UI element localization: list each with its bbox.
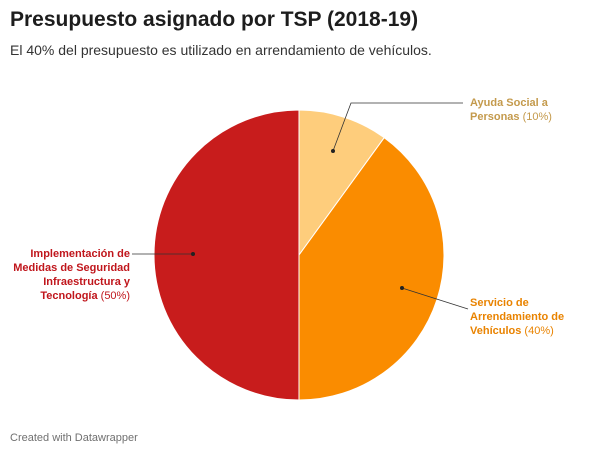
pie-slice-1[interactable]: [298, 109, 385, 257]
chart-subtitle: El 40% del presupuesto es utilizado en a…: [10, 42, 432, 58]
datawrapper-credit[interactable]: Created with Datawrapper: [10, 432, 138, 444]
slice-percent-2: (40%): [521, 325, 553, 337]
leader-line-2: [401, 287, 469, 310]
slice-label-1: Ayuda Social a Personas (10%): [470, 97, 552, 123]
pie-slice-2[interactable]: [298, 136, 445, 401]
slice-label-2: Servicio de Arrendamiento de Vehículos (40…: [470, 297, 564, 337]
slice-label-3: Implementación de Medidas de Seguridad Inf…: [13, 248, 131, 302]
slice-percent-1: (10%): [520, 111, 552, 123]
leader-dot-1: [331, 149, 335, 153]
chart-title: Presupuesto asignado por TSP (2018-19): [10, 8, 419, 31]
leader-line-1: [332, 102, 463, 152]
leader-dot-2: [400, 286, 404, 290]
leader-dot-3: [191, 252, 195, 256]
pie-slice-3[interactable]: [153, 109, 300, 401]
slice-percent-3: (50%): [98, 290, 130, 302]
